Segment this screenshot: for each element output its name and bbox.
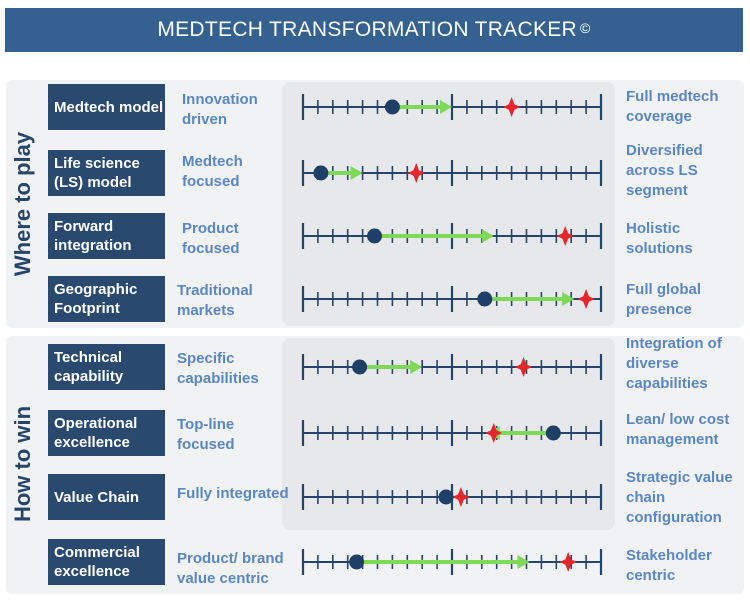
dimension-label: Value Chain — [48, 474, 165, 520]
current-position-dot — [367, 228, 383, 244]
goal-star-icon — [577, 289, 595, 309]
where-to-play-label: Where to play — [10, 131, 35, 277]
progress-scale — [301, 94, 603, 120]
move-arrow-head — [562, 292, 575, 306]
progress-scale — [301, 354, 603, 380]
scale-end-label: Lean/ low cost management — [626, 411, 730, 448]
current-position-dot — [545, 425, 561, 441]
dimension-label: Operational excellence — [48, 410, 165, 456]
move-arrow-head — [517, 555, 530, 569]
scale-start-label: Product/ brand value centric — [177, 550, 284, 587]
scale-start-label: Fully integrated — [177, 485, 289, 502]
current-position-dot — [352, 359, 368, 375]
dimension-label: Life science (LS) model — [48, 150, 165, 196]
current-position-dot — [477, 291, 493, 307]
scale-start-label: Specific capabilities — [177, 350, 259, 387]
progress-scale — [301, 286, 603, 312]
goal-star-icon — [452, 487, 470, 507]
goal-star-icon — [556, 226, 574, 246]
dimension-label: Commercial excellence — [48, 539, 165, 585]
progress-scale — [301, 549, 603, 575]
dimension-label: Technical capability — [48, 344, 165, 390]
move-arrow-head — [350, 166, 363, 180]
page-title: MEDTECH TRANSFORMATION TRACKER — [157, 18, 578, 41]
dimension-label: Medtech model — [48, 84, 165, 130]
scale-start-label: Innovation driven — [182, 91, 258, 128]
scale-end-label: Holistic solutions — [626, 220, 693, 257]
scale-end-label: Strategic value chain configuration — [626, 469, 733, 526]
current-position-dot — [313, 165, 329, 181]
dimension-label: Geographic Footprint — [48, 276, 165, 322]
scale-end-label: Diversified across LS segment — [626, 142, 703, 199]
dimension-label: Forward integration — [48, 213, 165, 259]
progress-scale — [301, 420, 603, 446]
copyright-mark: © — [580, 20, 591, 36]
scale-start-label: Traditional markets — [177, 282, 253, 319]
progress-scale — [301, 484, 603, 510]
goal-star-icon — [485, 423, 503, 443]
scale-end-label: Full global presence — [626, 281, 701, 318]
progress-scale — [301, 223, 603, 249]
scale-start-label: Top-line focused — [177, 416, 235, 453]
how-to-win-label: How to win — [10, 405, 35, 523]
title-banner: MEDTECH TRANSFORMATION TRACKER © — [5, 8, 743, 52]
goal-star-icon — [407, 163, 425, 183]
move-arrow-head — [440, 100, 452, 114]
scale-start-label: Product focused — [182, 220, 240, 257]
scale-end-label: Full medtech coverage — [626, 88, 719, 125]
goal-star-icon — [559, 552, 577, 572]
goal-star-icon — [515, 357, 533, 377]
scale-panel-top — [282, 82, 615, 326]
scale-start-label: Medtech focused — [182, 153, 243, 190]
scale-end-label: Integration of diverse capabilities — [626, 335, 722, 392]
current-position-dot — [349, 554, 365, 570]
progress-scale — [301, 160, 603, 186]
current-position-dot — [384, 99, 400, 115]
move-arrow-head — [410, 360, 423, 374]
move-arrow-head — [481, 229, 494, 243]
scale-end-label: Stakeholder centric — [626, 547, 712, 584]
goal-star-icon — [503, 97, 521, 117]
current-position-dot — [438, 489, 454, 505]
